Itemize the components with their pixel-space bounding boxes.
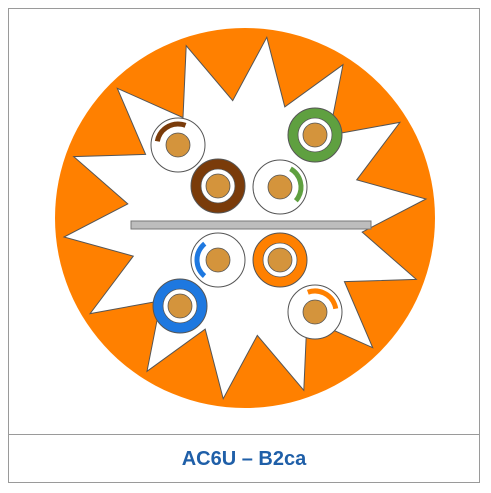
copper xyxy=(205,173,231,199)
copper xyxy=(302,299,328,325)
copper xyxy=(205,247,231,273)
frame xyxy=(8,8,480,483)
stripe xyxy=(194,236,242,284)
divider-bar xyxy=(130,220,372,230)
copper xyxy=(267,247,293,273)
stripe xyxy=(154,121,202,169)
conductors xyxy=(150,107,343,340)
divider xyxy=(8,434,480,435)
copper xyxy=(302,122,328,148)
copper xyxy=(165,132,191,158)
stripe xyxy=(256,163,304,211)
caption: AC6U – B2ca xyxy=(181,448,307,470)
copper xyxy=(267,174,293,200)
stripe xyxy=(291,288,339,336)
copper xyxy=(167,293,193,319)
cable-diagram xyxy=(55,28,435,408)
